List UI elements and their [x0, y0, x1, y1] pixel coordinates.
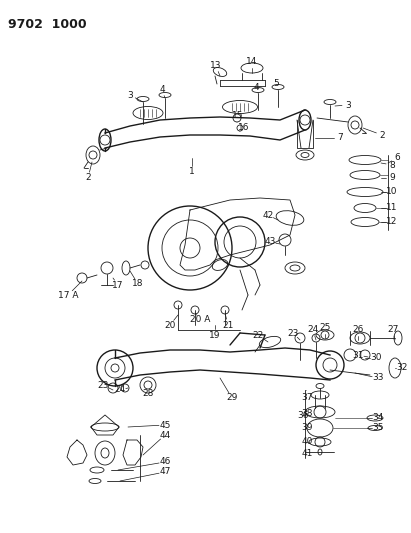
Text: 39: 39	[301, 424, 313, 432]
Text: 43: 43	[264, 238, 276, 246]
Text: 40: 40	[301, 438, 313, 447]
Text: 23: 23	[97, 381, 109, 390]
Text: 28: 28	[142, 389, 154, 398]
Text: 15: 15	[232, 111, 244, 120]
Text: 13: 13	[210, 61, 222, 70]
Text: 25: 25	[319, 324, 331, 333]
Text: 22: 22	[252, 330, 263, 340]
Text: 21: 21	[222, 320, 234, 329]
Text: 38: 38	[301, 408, 313, 417]
Text: 17 A: 17 A	[58, 290, 78, 300]
Text: 16: 16	[238, 123, 250, 132]
Text: 36: 36	[297, 410, 309, 419]
Text: 47: 47	[159, 467, 171, 477]
Text: 26: 26	[352, 326, 364, 335]
Text: 11: 11	[386, 204, 398, 213]
Text: 2: 2	[85, 174, 91, 182]
Text: 18: 18	[132, 279, 144, 288]
Text: 20: 20	[164, 320, 175, 329]
Text: 20 A: 20 A	[190, 316, 210, 325]
Text: 32: 32	[396, 364, 408, 373]
Text: 12: 12	[386, 217, 398, 227]
Text: 5: 5	[273, 79, 279, 88]
Text: 34: 34	[372, 414, 384, 423]
Text: 7: 7	[337, 133, 343, 142]
Text: 8: 8	[389, 160, 395, 169]
Text: 24: 24	[114, 385, 126, 394]
Text: 24: 24	[307, 326, 319, 335]
Text: 2: 2	[379, 131, 385, 140]
Text: 29: 29	[226, 393, 238, 402]
Text: 27: 27	[387, 326, 399, 335]
Text: 31: 31	[352, 351, 364, 359]
Text: 42: 42	[262, 211, 274, 220]
Text: 6: 6	[394, 154, 400, 163]
Text: 17: 17	[112, 280, 124, 289]
Text: 44: 44	[159, 431, 171, 440]
Text: 46: 46	[159, 457, 171, 466]
Text: 14: 14	[246, 58, 258, 67]
Text: 19: 19	[209, 330, 221, 340]
Text: 41: 41	[301, 449, 313, 458]
Text: 33: 33	[372, 374, 384, 383]
Text: 23: 23	[287, 328, 299, 337]
Text: 37: 37	[301, 393, 313, 402]
Text: 9702  1000: 9702 1000	[8, 18, 87, 31]
Text: 4: 4	[253, 83, 259, 92]
Text: 1: 1	[189, 167, 195, 176]
Text: 30: 30	[370, 353, 382, 362]
Text: 45: 45	[159, 421, 171, 430]
Text: 3: 3	[127, 91, 133, 100]
Text: 4: 4	[159, 85, 165, 94]
Text: 10: 10	[386, 188, 398, 197]
Text: 9: 9	[389, 174, 395, 182]
Text: 35: 35	[372, 424, 384, 432]
Text: 3: 3	[345, 101, 351, 109]
